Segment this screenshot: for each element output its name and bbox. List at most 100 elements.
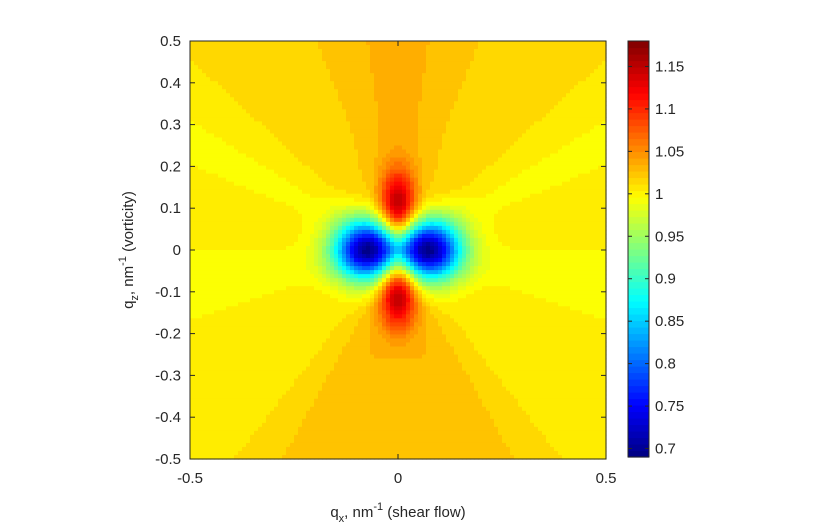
heatmap-cell: [310, 414, 315, 420]
heatmap-cell: [282, 314, 287, 319]
heatmap-cell: [330, 185, 335, 191]
heatmap-cell: [374, 61, 379, 66]
heatmap-cell: [198, 69, 203, 74]
heatmap-cell: [290, 213, 295, 219]
heatmap-cell: [270, 430, 275, 436]
heatmap-cell: [234, 406, 239, 412]
heatmap-cell: [210, 189, 215, 195]
heatmap-cell: [366, 169, 371, 175]
heatmap-cell: [266, 314, 271, 319]
heatmap-cell: [234, 165, 239, 171]
heatmap-cell: [214, 89, 219, 94]
heatmap-cell: [334, 318, 339, 323]
heatmap-cell: [318, 406, 323, 412]
heatmap-cell: [222, 266, 227, 271]
heatmap-cell: [250, 262, 255, 267]
heatmap-cell: [246, 250, 251, 255]
heatmap-cell: [266, 446, 271, 452]
heatmap-cell: [258, 101, 263, 106]
heatmap-cell: [350, 362, 355, 368]
heatmap-cell: [266, 282, 271, 287]
heatmap-cell: [278, 77, 283, 82]
heatmap-cell: [322, 133, 327, 139]
heatmap-cell: [238, 145, 243, 151]
heatmap-cell: [334, 274, 339, 279]
heatmap-cell: [266, 438, 271, 444]
heatmap-cell: [226, 225, 231, 231]
heatmap-cell: [266, 434, 271, 440]
heatmap-cell: [230, 322, 235, 327]
heatmap-cell: [338, 205, 343, 211]
heatmap-cell: [210, 245, 215, 251]
heatmap-cell: [362, 201, 367, 207]
heatmap-cell: [310, 290, 315, 295]
heatmap-cell: [330, 61, 335, 66]
heatmap-cell: [210, 330, 215, 335]
heatmap-cell: [214, 330, 219, 335]
heatmap-cell: [350, 57, 355, 62]
heatmap-cell: [382, 41, 387, 46]
heatmap-cell: [350, 97, 355, 102]
heatmap-cell: [362, 213, 367, 219]
heatmap-cell: [194, 49, 199, 54]
heatmap-cell: [290, 205, 295, 211]
heatmap-cell: [278, 362, 283, 368]
heatmap-cell: [298, 254, 303, 259]
heatmap-cell: [262, 410, 267, 416]
heatmap-cell: [370, 322, 375, 327]
heatmap-cell: [338, 302, 343, 307]
heatmap-cell: [198, 318, 203, 323]
heatmap-cell: [374, 161, 379, 167]
heatmap-cell: [230, 101, 235, 106]
heatmap-cell: [218, 229, 223, 235]
heatmap-cell: [374, 129, 379, 135]
heatmap-cell: [246, 197, 251, 203]
heatmap-cell: [370, 278, 375, 283]
heatmap-cell: [306, 121, 311, 126]
heatmap-cell: [270, 161, 275, 167]
heatmap-cell: [254, 209, 259, 215]
heatmap-cell: [238, 426, 243, 432]
heatmap-cell: [318, 233, 323, 239]
heatmap-cell: [238, 310, 243, 315]
heatmap-cell: [310, 378, 315, 384]
heatmap-cell: [370, 49, 375, 54]
heatmap-cell: [362, 378, 367, 384]
heatmap-cell: [266, 382, 271, 388]
heatmap-cell: [206, 173, 211, 179]
heatmap-cell: [370, 418, 375, 424]
heatmap-cell: [322, 254, 327, 259]
heatmap-cell: [338, 382, 343, 388]
heatmap-cell: [322, 334, 327, 340]
heatmap-cell: [274, 217, 279, 223]
heatmap-cell: [314, 434, 319, 440]
heatmap-cell: [194, 61, 199, 66]
heatmap-cell: [290, 165, 295, 171]
heatmap-cell: [206, 366, 211, 372]
heatmap-cell: [274, 386, 279, 392]
heatmap-cell: [214, 217, 219, 223]
heatmap-cell: [262, 326, 267, 331]
heatmap-cell: [202, 97, 207, 102]
heatmap-cell: [214, 374, 219, 380]
heatmap-cell: [226, 81, 231, 86]
heatmap-cell: [250, 430, 255, 436]
heatmap-cell: [374, 346, 379, 352]
heatmap-cell: [346, 254, 351, 259]
heatmap-cell: [226, 137, 231, 143]
heatmap-cell: [358, 73, 363, 78]
heatmap-cell: [238, 258, 243, 263]
heatmap-cell: [310, 402, 315, 408]
heatmap-cell: [306, 241, 311, 247]
heatmap-cell: [302, 213, 307, 219]
heatmap-cell: [314, 394, 319, 400]
heatmap-cell: [294, 282, 299, 287]
heatmap-cell: [326, 334, 331, 340]
heatmap-cell: [366, 382, 371, 388]
heatmap-cell: [334, 241, 339, 247]
heatmap-cell: [318, 298, 323, 303]
heatmap-cell: [358, 390, 363, 396]
heatmap-cell: [370, 73, 375, 78]
heatmap-cell: [322, 398, 327, 404]
heatmap-cell: [198, 81, 203, 86]
